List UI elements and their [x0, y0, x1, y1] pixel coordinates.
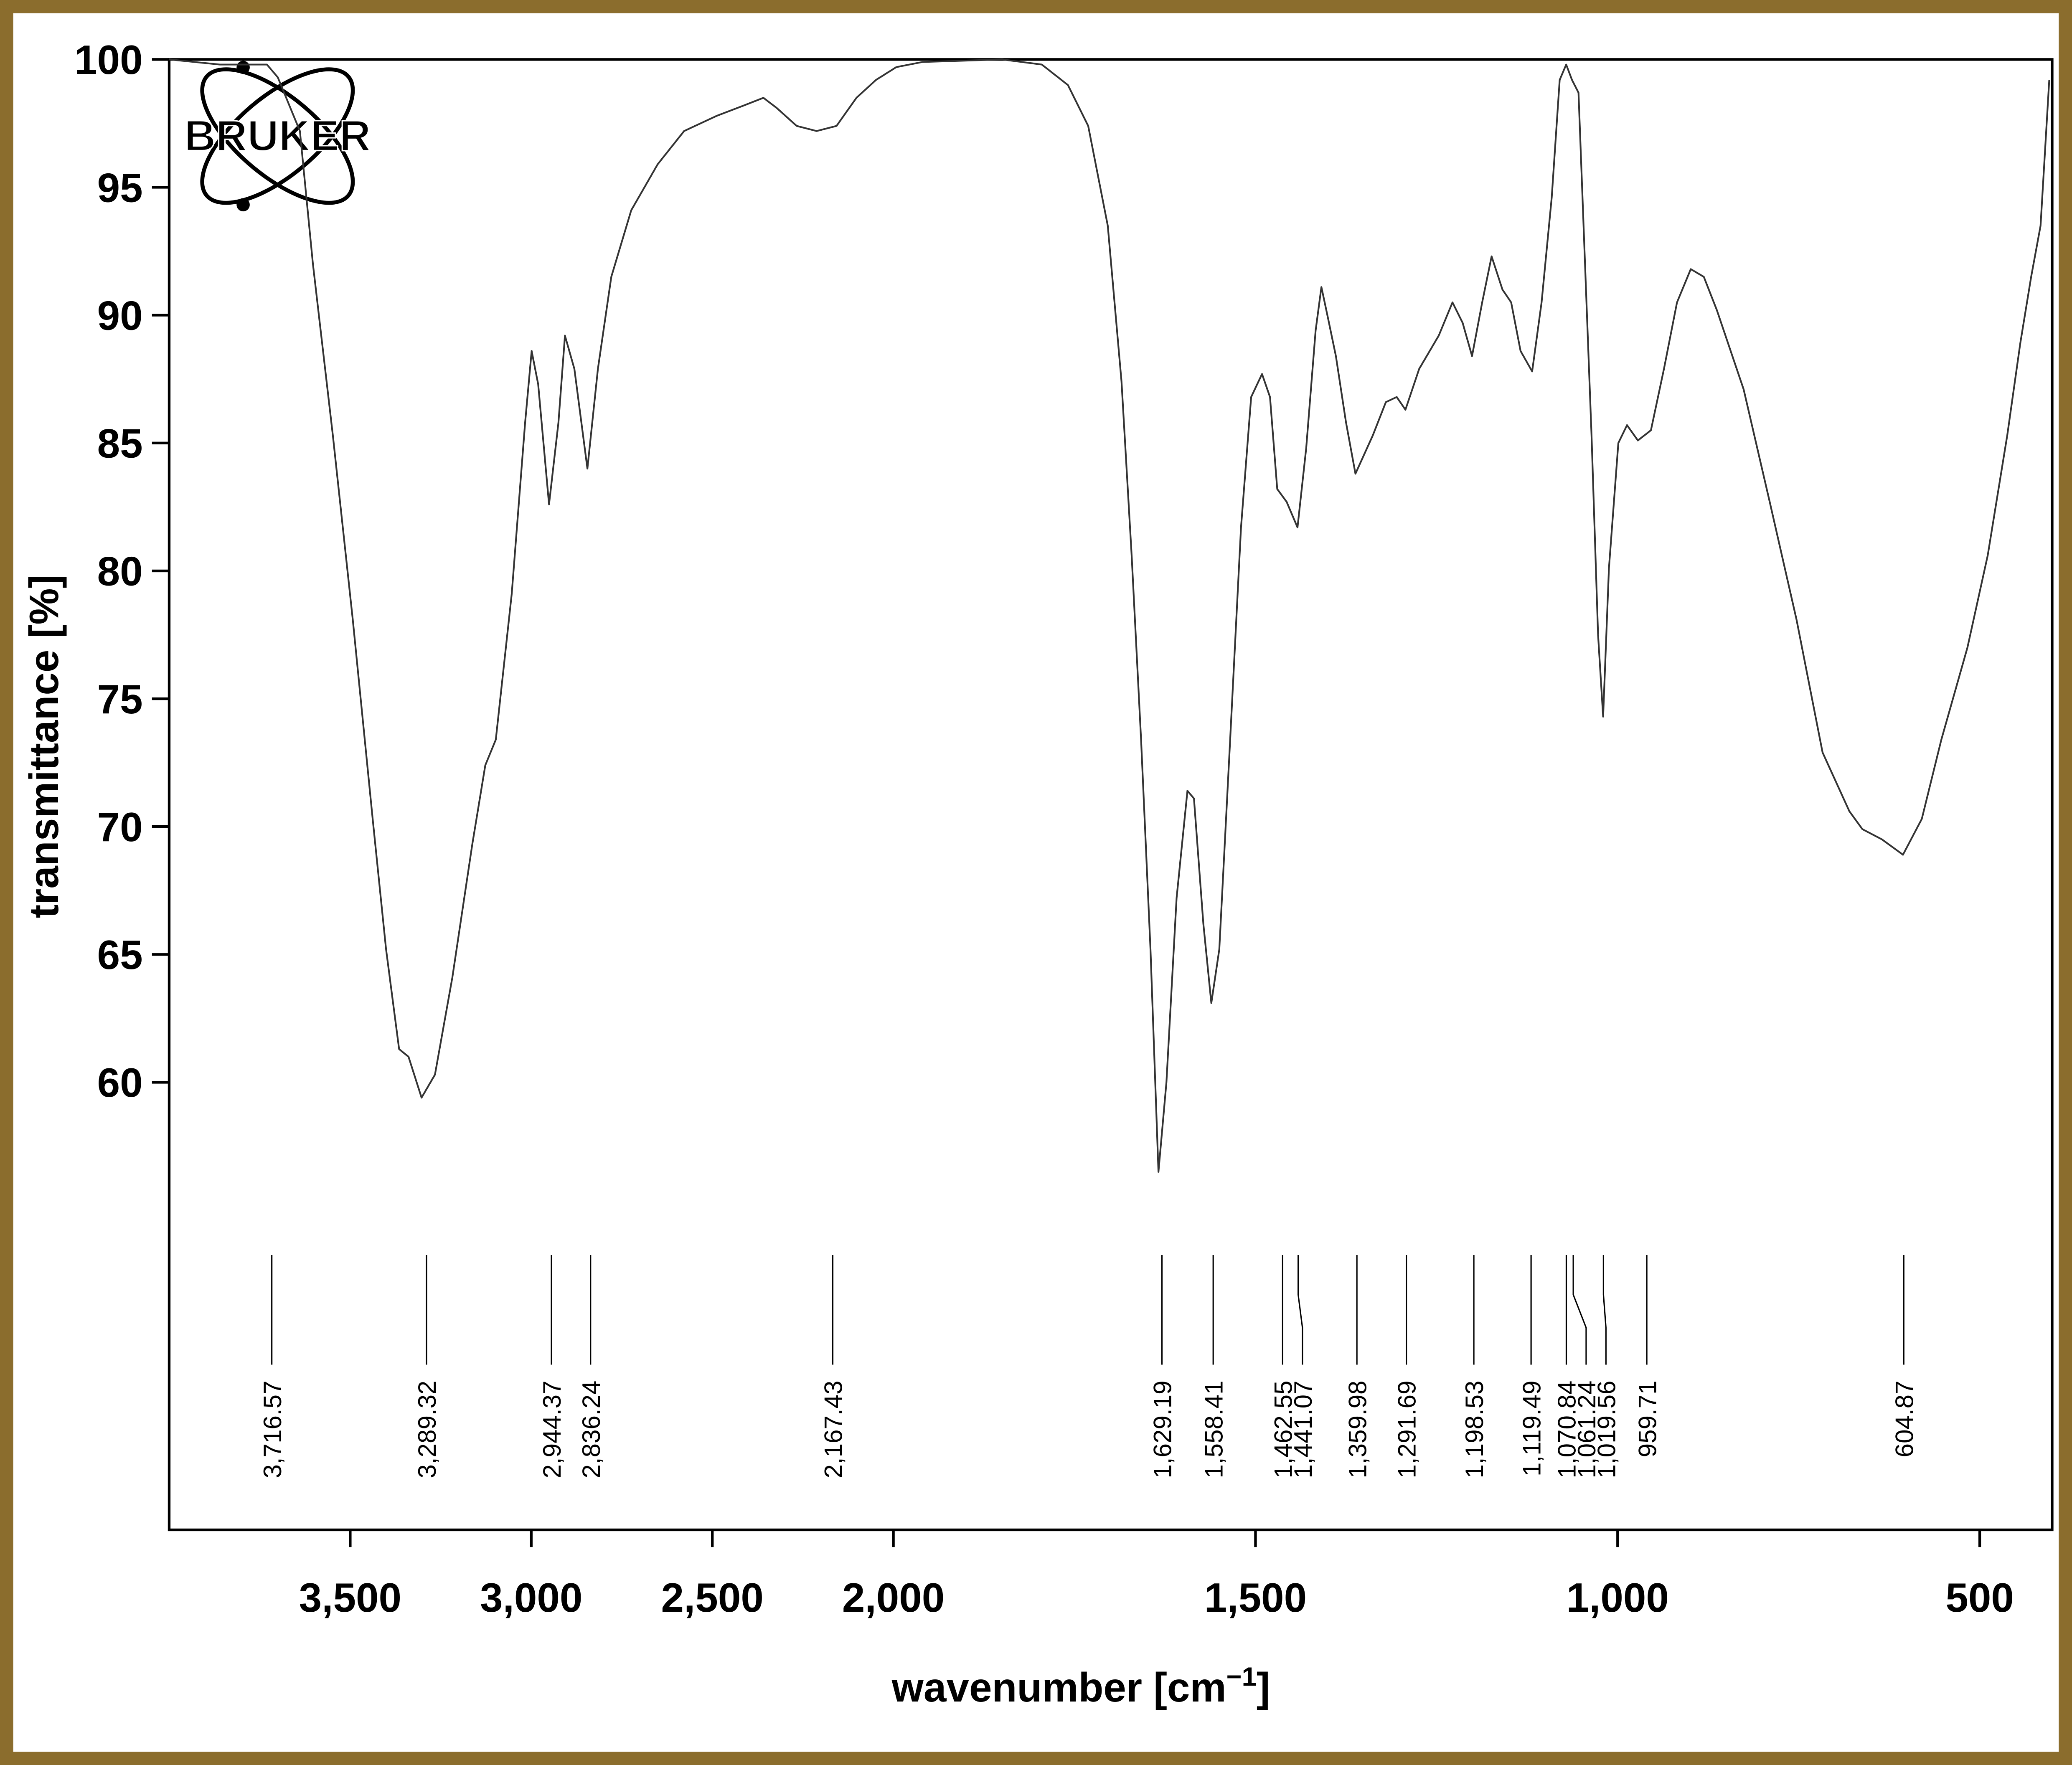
peak-label: 604.87: [1890, 1381, 1918, 1458]
peak-marker: [1602, 1255, 1607, 1365]
y-tick-label: 95: [97, 165, 143, 210]
peak-label: 2,167.43: [820, 1381, 848, 1478]
y-tick-label: 100: [74, 37, 143, 83]
logo-text: BRUKER: [184, 112, 371, 160]
peak-label: 1,462.55: [1270, 1381, 1298, 1478]
peak-label: 3,289.32: [413, 1381, 441, 1478]
spectrum-line: [169, 58, 2050, 1173]
logo-dot: [236, 198, 250, 212]
peak-label: 1,441.07: [1289, 1381, 1317, 1478]
y-tick-label: 80: [97, 548, 143, 594]
x-tick-label: 1,500: [1204, 1575, 1307, 1620]
peak-label: 2,836.24: [577, 1381, 605, 1478]
peak-label: 1,019.56: [1593, 1381, 1621, 1478]
y-tick-label: 90: [97, 292, 143, 338]
peak-label: 3,716.57: [259, 1381, 287, 1478]
x-tick-label: 2,500: [661, 1575, 764, 1620]
x-tick-label: 1,000: [1567, 1575, 1669, 1620]
x-tick-label: 3,000: [480, 1575, 582, 1620]
x-axis-title-text: ]: [1257, 1664, 1270, 1710]
peak-marker: [1298, 1255, 1303, 1365]
peak-label: 959.71: [1633, 1381, 1661, 1458]
logo-dot: [236, 61, 250, 74]
peak-label: 2,944.37: [538, 1381, 566, 1478]
x-tick-label: 2,000: [842, 1575, 945, 1620]
peak-label: 1,558.41: [1200, 1381, 1228, 1478]
y-tick-label: 75: [97, 676, 143, 722]
peak-label: 1,629.19: [1149, 1381, 1177, 1478]
peak-label: 1,291.69: [1393, 1381, 1421, 1478]
x-tick-label: 500: [1945, 1575, 2014, 1620]
y-tick-label: 65: [97, 932, 143, 978]
y-tick-label: 70: [97, 804, 143, 850]
y-axis-title: transmittance [%]: [21, 575, 67, 918]
logo: BRUKER: [184, 61, 371, 212]
peak-marker: [1572, 1255, 1587, 1365]
plot-frame: [168, 58, 2054, 1532]
y-tick-label: 60: [97, 1060, 143, 1106]
x-axis-title-text: wavenumber [cm: [891, 1664, 1226, 1710]
peak-label: 1,070.84: [1553, 1381, 1581, 1478]
background: [13, 13, 2059, 1752]
peak-label: 1,061.24: [1573, 1381, 1601, 1478]
peak-label: 1,198.53: [1460, 1381, 1488, 1478]
x-tick-label: 3,500: [299, 1575, 401, 1620]
peak-label: 1,359.98: [1343, 1381, 1371, 1478]
peak-label: 1,119.49: [1518, 1381, 1546, 1476]
x-axis-title-sup: −1: [1226, 1662, 1257, 1691]
x-axis-title: wavenumber [cm−1]: [891, 1662, 1270, 1710]
logo-orbit: [200, 67, 355, 205]
y-tick-label: 85: [97, 421, 143, 467]
